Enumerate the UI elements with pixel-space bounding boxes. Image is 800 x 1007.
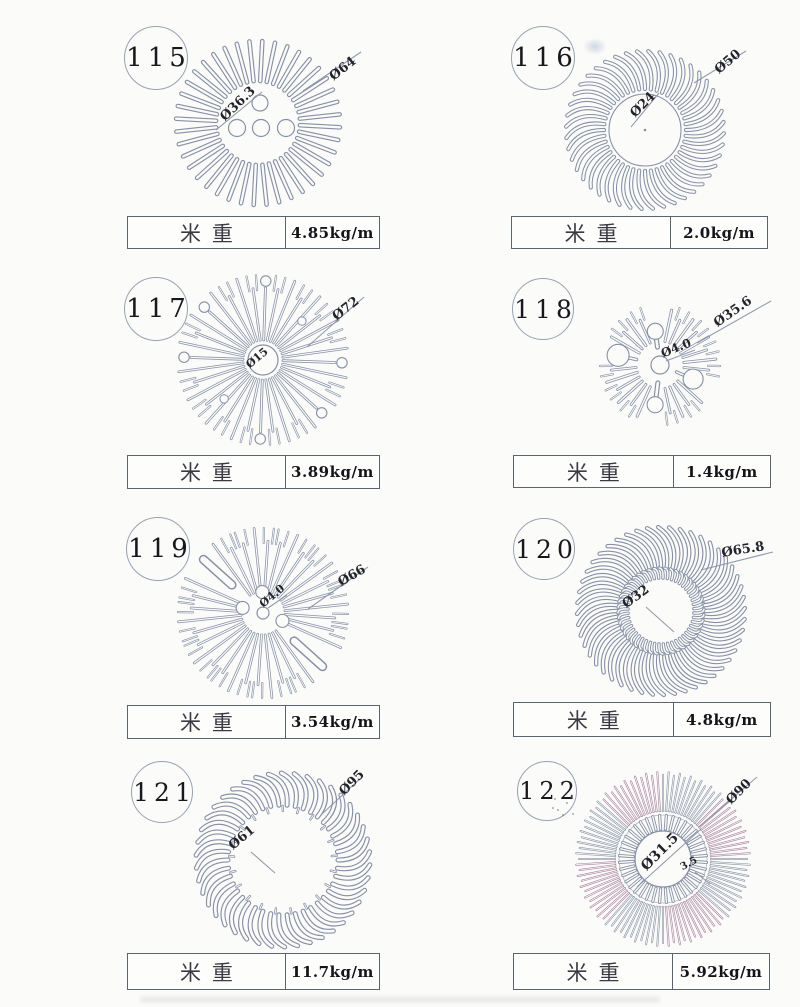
profile-number: 120 bbox=[515, 534, 578, 564]
weight-table: 米重 4.85kg/m bbox=[127, 216, 380, 249]
heatsink-drawing bbox=[177, 274, 365, 446]
heatsink-drawing bbox=[598, 300, 772, 426]
profile-number: 122 bbox=[519, 777, 580, 805]
profile-number: 116 bbox=[513, 43, 578, 73]
profile-number: 117 bbox=[126, 294, 191, 324]
profile-cell-118: 118 Ø4.0 Ø35.6 米重 1.4kg/m bbox=[490, 268, 790, 510]
heatsink-drawing bbox=[575, 771, 758, 947]
weight-table: 米重 3.89kg/m bbox=[127, 455, 380, 489]
weight-table: 米重 5.92kg/m bbox=[513, 953, 770, 990]
profile-number-badge: 116 bbox=[511, 26, 575, 90]
weight-value: 11.7kg/m bbox=[284, 954, 379, 989]
weight-table: 米重 11.7kg/m bbox=[127, 953, 380, 990]
profile-cell-121: 121 Ø61 Ø95 米重 11.7kg/m bbox=[110, 748, 402, 1000]
weight-table: 米重 1.4kg/m bbox=[513, 455, 771, 488]
weight-value: 2.0kg/m bbox=[670, 217, 767, 248]
profile-cell-115: 115 Ø36.3 Ø64 米重 4.85kg/m bbox=[110, 18, 402, 258]
heatsink-drawing bbox=[574, 524, 774, 698]
profile-number-badge: 120 bbox=[513, 518, 575, 580]
weight-label: 米重 bbox=[566, 460, 631, 485]
profile-cell-122: 122 Ø31.5 3.5 Ø90 米重 5.92kg/m bbox=[490, 748, 790, 1000]
profile-cell-120: 120 Ø32 Ø65.8 米重 4.8kg/m bbox=[490, 508, 790, 753]
profile-cell-119: 119 Ø4.0 Ø66 米重 3.54kg/m bbox=[110, 508, 402, 753]
profile-number-badge: 119 bbox=[126, 517, 190, 581]
weight-label: 米重 bbox=[179, 711, 244, 735]
weight-table: 米重 4.8kg/m bbox=[513, 702, 771, 737]
profile-cell-116: 116 Ø24 Ø50 米重 2.0kg/m bbox=[490, 18, 790, 258]
weight-label: 米重 bbox=[179, 221, 244, 246]
weight-table: 米重 3.54kg/m bbox=[127, 705, 380, 739]
weight-label: 米重 bbox=[179, 960, 244, 985]
profile-number: 121 bbox=[133, 777, 196, 807]
profile-cell-117: 117 Ø15 Ø72 米重 3.89kg/m bbox=[110, 268, 402, 510]
profile-number-badge: 117 bbox=[124, 277, 188, 341]
heatsink-drawing bbox=[564, 49, 747, 211]
profile-number-badge: 121 bbox=[131, 761, 193, 823]
weight-value: 4.85kg/m bbox=[284, 217, 379, 248]
heatsink-drawing bbox=[193, 770, 373, 950]
weight-value: 3.89kg/m bbox=[284, 456, 379, 488]
profile-number-badge: 118 bbox=[512, 278, 574, 340]
weight-value: 3.54kg/m bbox=[284, 706, 379, 738]
heatsink-drawing bbox=[173, 38, 362, 208]
profile-number-badge: 122 bbox=[517, 761, 577, 821]
profile-number: 119 bbox=[128, 534, 193, 564]
weight-label: 米重 bbox=[179, 461, 244, 485]
weight-label: 米重 bbox=[564, 221, 629, 246]
weight-label: 米重 bbox=[566, 708, 631, 733]
weight-value: 1.4kg/m bbox=[672, 456, 770, 487]
weight-table: 米重 2.0kg/m bbox=[511, 216, 768, 249]
heatsink-drawing bbox=[176, 526, 369, 700]
profile-number: 118 bbox=[514, 294, 577, 324]
profile-number-badge: 115 bbox=[124, 26, 188, 90]
weight-value: 4.8kg/m bbox=[672, 703, 770, 736]
weight-value: 5.92kg/m bbox=[672, 954, 769, 989]
profile-number: 115 bbox=[126, 43, 191, 73]
weight-label: 米重 bbox=[566, 960, 631, 985]
